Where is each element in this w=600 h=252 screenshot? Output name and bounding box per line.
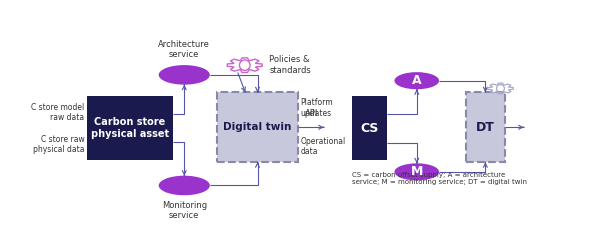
Text: M: M: [410, 165, 423, 178]
Text: API: API: [305, 109, 318, 117]
Ellipse shape: [394, 163, 439, 180]
Text: DT: DT: [476, 121, 495, 134]
Text: Platform
updates: Platform updates: [301, 98, 333, 117]
Ellipse shape: [158, 176, 210, 195]
Text: CS = carbon offset supply; A = architecture
service; M = monitoring service; DT : CS = carbon offset supply; A = architect…: [352, 172, 527, 185]
Text: C store model
raw data: C store model raw data: [31, 103, 84, 122]
Text: CS: CS: [360, 122, 378, 135]
FancyBboxPatch shape: [352, 96, 386, 160]
FancyBboxPatch shape: [86, 96, 173, 160]
Text: A: A: [412, 74, 422, 87]
Text: Carbon store
physical asset: Carbon store physical asset: [91, 117, 169, 139]
Ellipse shape: [158, 65, 210, 85]
Text: Policies &
standards: Policies & standards: [269, 55, 311, 75]
Text: Monitoring
service: Monitoring service: [162, 201, 207, 220]
FancyBboxPatch shape: [466, 92, 505, 162]
Text: Digital twin: Digital twin: [223, 122, 292, 132]
Text: C store raw
physical data: C store raw physical data: [33, 135, 84, 154]
Ellipse shape: [394, 72, 439, 89]
Text: Operational
data: Operational data: [301, 137, 346, 156]
FancyBboxPatch shape: [217, 92, 298, 162]
Text: Architecture
service: Architecture service: [158, 40, 210, 59]
